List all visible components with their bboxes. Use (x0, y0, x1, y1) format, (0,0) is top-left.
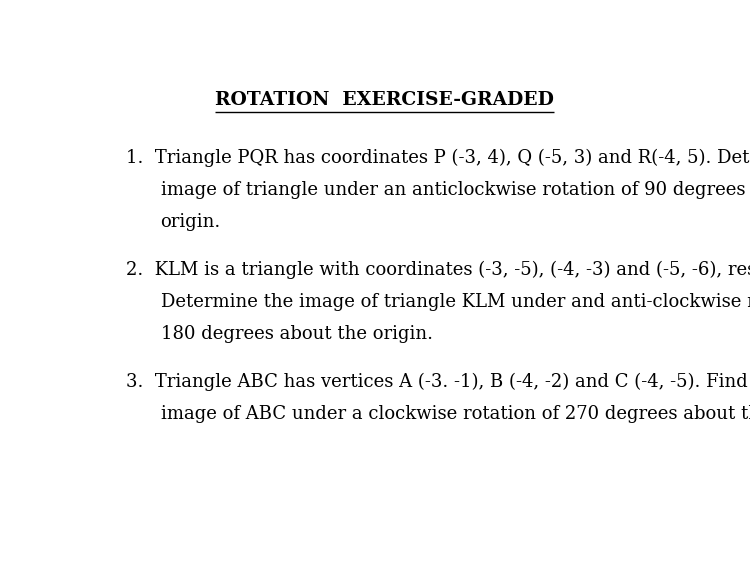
Text: Determine the image of triangle KLM under and anti-clockwise rotation of: Determine the image of triangle KLM unde… (160, 293, 750, 311)
Text: 3.  Triangle ABC has vertices A (-3. -1), B (-4, -2) and C (-4, -5). Find the: 3. Triangle ABC has vertices A (-3. -1),… (126, 373, 750, 391)
Text: image of triangle under an anticlockwise rotation of 90 degrees about the: image of triangle under an anticlockwise… (160, 181, 750, 199)
Text: origin.: origin. (160, 213, 220, 231)
Text: 1.  Triangle PQR has coordinates P (-3, 4), Q (-5, 3) and R(-4, 5). Determine th: 1. Triangle PQR has coordinates P (-3, 4… (126, 149, 750, 167)
Text: ROTATION  EXERCISE-GRADED: ROTATION EXERCISE-GRADED (215, 92, 554, 110)
Text: image of ABC under a clockwise rotation of 270 degrees about the origin.: image of ABC under a clockwise rotation … (160, 405, 750, 423)
Text: 180 degrees about the origin.: 180 degrees about the origin. (160, 325, 433, 343)
Text: 2.  KLM is a triangle with coordinates (-3, -5), (-4, -3) and (-5, -6), respecti: 2. KLM is a triangle with coordinates (-… (126, 261, 750, 279)
